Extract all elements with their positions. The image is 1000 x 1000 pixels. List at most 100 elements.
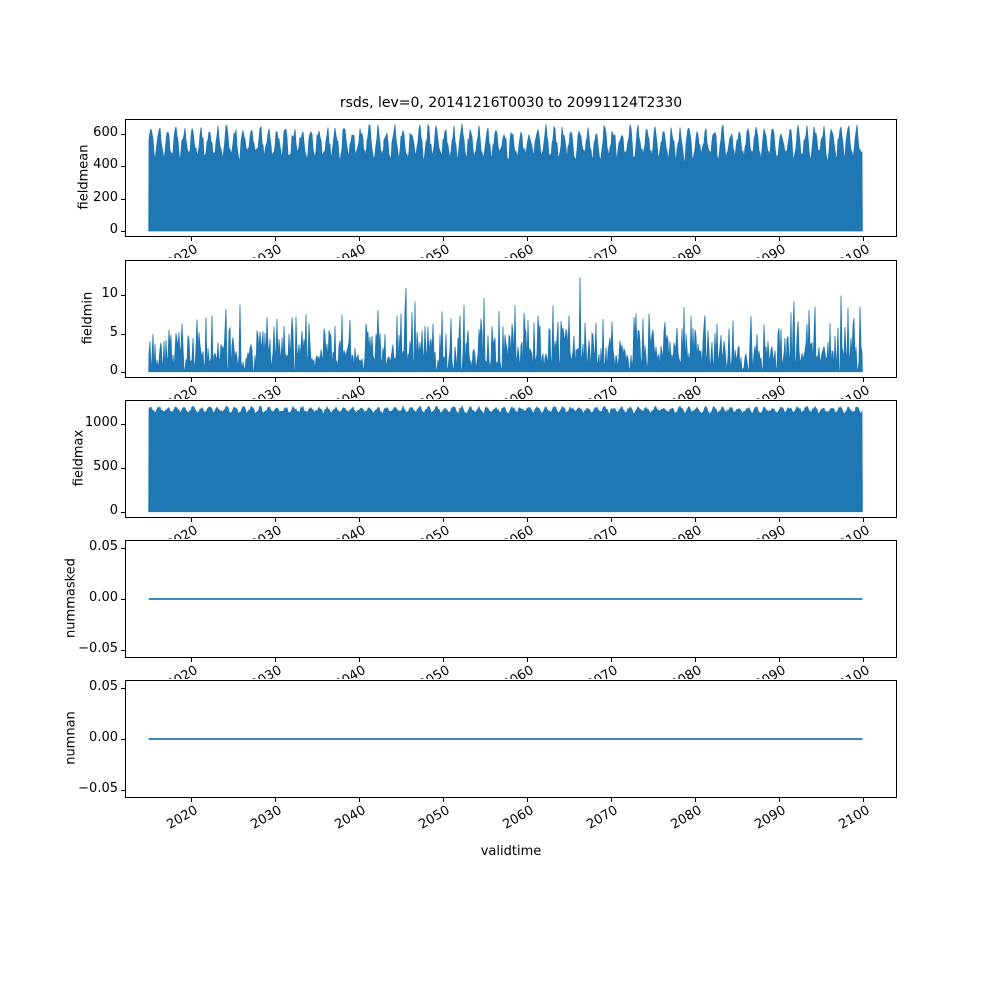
- series-fieldmin: [148, 277, 863, 373]
- x-tick: [695, 798, 696, 802]
- x-tick-label: 2020: [164, 242, 201, 258]
- y-tick-label: 400: [93, 157, 118, 172]
- x-tick: [863, 798, 864, 802]
- x-tick-label: 2100: [836, 242, 873, 258]
- y-tick: [121, 512, 125, 513]
- y-tick-label: 0: [109, 363, 118, 378]
- y-tick-label: 600: [93, 125, 118, 140]
- x-tick-label: 2020: [164, 383, 201, 399]
- y-tick: [121, 548, 125, 549]
- y-tick-label: 0.00: [89, 730, 118, 745]
- y-tick-label: 0.00: [89, 590, 118, 605]
- y-tick-label: 1000: [84, 415, 118, 430]
- y-tick: [121, 739, 125, 740]
- x-tick-labels-strip: 2020 2030 2040 2050 2060 2070 2080 2090 2100: [0, 522, 1000, 539]
- subplot-fieldmin: [125, 260, 897, 378]
- x-tick: [779, 518, 780, 522]
- x-tick-label: 2100: [836, 663, 873, 679]
- x-tick: [275, 237, 276, 241]
- y-tick-label: 0.05: [89, 679, 118, 694]
- x-tick: [191, 518, 192, 522]
- x-tick-label: 2050: [416, 663, 453, 679]
- x-tick: [191, 237, 192, 241]
- x-tick: [275, 658, 276, 662]
- y-tick: [121, 650, 125, 651]
- x-tick: [359, 378, 360, 382]
- x-tick: [191, 378, 192, 382]
- y-tick: [121, 468, 125, 469]
- x-tick: [443, 658, 444, 662]
- x-tick: [779, 658, 780, 662]
- x-tick: [359, 518, 360, 522]
- x-tick-label: 2100: [836, 383, 873, 399]
- x-tick: [527, 658, 528, 662]
- x-tick-label: 2060: [500, 663, 537, 679]
- x-tick: [359, 658, 360, 662]
- x-tick: [443, 798, 444, 802]
- x-tick: [527, 378, 528, 382]
- y-tick-label: 0.05: [89, 539, 118, 554]
- plot-area-fieldmax: [148, 404, 863, 513]
- x-tick-label: 2090: [752, 242, 789, 258]
- y-tick: [121, 790, 125, 791]
- x-tick-label: 2040: [332, 242, 369, 258]
- x-tick: [191, 658, 192, 662]
- series-fieldmax: [148, 404, 863, 513]
- x-tick: [695, 378, 696, 382]
- x-tick: [779, 798, 780, 802]
- x-tick: [863, 518, 864, 522]
- x-tick-label: 2030: [248, 383, 285, 399]
- x-tick: [695, 658, 696, 662]
- subplot-fieldmean: [125, 119, 897, 237]
- plot-area-fieldmean: [148, 123, 863, 232]
- y-tick: [121, 424, 125, 425]
- y-tick: [121, 199, 125, 200]
- x-tick: [611, 658, 612, 662]
- x-tick: [611, 798, 612, 802]
- y-tick: [121, 334, 125, 335]
- x-tick: [443, 378, 444, 382]
- x-tick-label: 2060: [500, 242, 537, 258]
- x-tick-label: 2050: [416, 242, 453, 258]
- plot-area-numnan: [148, 738, 863, 740]
- x-tick: [611, 378, 612, 382]
- x-tick-label: 2060: [500, 803, 537, 833]
- x-tick-label: 2080: [668, 383, 705, 399]
- x-tick-label: 2020: [164, 803, 201, 833]
- x-tick-label: 2100: [836, 803, 873, 833]
- y-tick-label: −0.05: [78, 781, 118, 796]
- y-axis-label-fieldmax: fieldmax: [71, 429, 87, 487]
- y-tick: [121, 372, 125, 373]
- x-tick-label: 2040: [332, 523, 369, 539]
- x-tick: [359, 798, 360, 802]
- x-tick-labels-strip: 2020 2030 2040 2050 2060 2070 2080 2090 2100: [0, 382, 1000, 399]
- x-tick-labels-strip: 2020 2030 2040 2050 2060 2070 2080 2090 2100: [0, 802, 1000, 848]
- x-tick-label: 2050: [416, 523, 453, 539]
- x-tick-label: 2020: [164, 523, 201, 539]
- x-tick-label: 2060: [500, 523, 537, 539]
- x-tick-label: 2030: [248, 803, 285, 833]
- x-tick-label: 2090: [752, 523, 789, 539]
- x-tick-label: 2040: [332, 383, 369, 399]
- subplot-numnan: [125, 680, 897, 798]
- y-tick: [121, 599, 125, 600]
- y-tick: [121, 295, 125, 296]
- chart-title: rsds, lev=0, 20141216T0030 to 20991124T2…: [339, 95, 683, 111]
- x-tick-label: 2080: [668, 803, 705, 833]
- x-tick: [191, 798, 192, 802]
- x-tick-labels-strip: 2020 2030 2040 2050 2060 2070 2080 2090 2100: [0, 662, 1000, 679]
- x-tick-label: 2040: [332, 803, 369, 833]
- x-tick: [359, 237, 360, 241]
- x-tick-label: 2060: [500, 383, 537, 399]
- x-tick: [611, 518, 612, 522]
- x-tick-label: 2050: [416, 383, 453, 399]
- x-tick-label: 2020: [164, 663, 201, 679]
- x-tick: [863, 237, 864, 241]
- y-tick-label: 5: [109, 325, 118, 340]
- x-tick: [527, 798, 528, 802]
- subplot-nummasked: [125, 540, 897, 658]
- x-tick-label: 2100: [836, 523, 873, 539]
- x-tick: [275, 518, 276, 522]
- y-tick-label: 500: [93, 459, 118, 474]
